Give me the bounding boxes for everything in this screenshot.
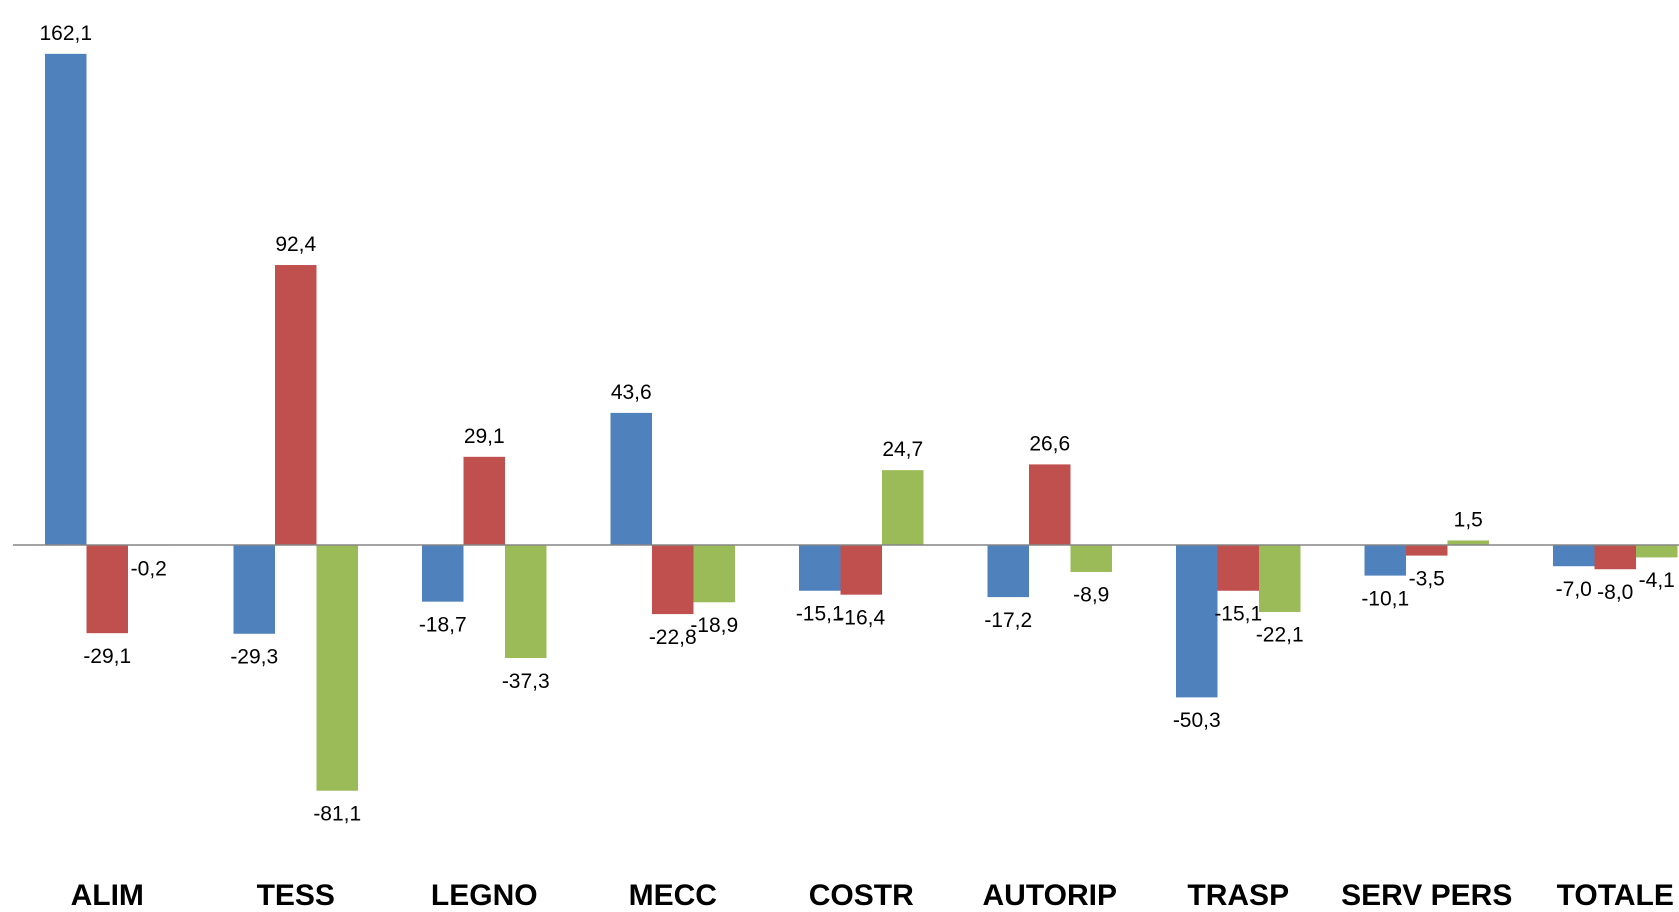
bar-legno-s2 <box>463 456 505 545</box>
data-labels-group: 162,1 -29,1 -0,2 -29,3 92,4 -81,1 -18,7 29,1 -37… <box>39 22 1674 826</box>
category-label-autorip: AUTORIP <box>983 879 1117 912</box>
bar-mecc-s3 <box>693 545 735 603</box>
bar-totale-s1 <box>1553 545 1595 567</box>
category-label-alim: ALIM <box>71 879 144 912</box>
bar-costr-s3 <box>882 470 924 545</box>
data-label-costr-s3: 24,7 <box>882 438 923 461</box>
bar-mecc-s1 <box>610 412 652 545</box>
bar-mecc-s2 <box>652 545 694 615</box>
category-label-costr: COSTR <box>809 879 914 912</box>
bar-trasp-s2 <box>1217 545 1259 591</box>
data-label-autorip-s3: -8,9 <box>1073 584 1109 607</box>
data-label-alim-s2: -29,1 <box>83 645 131 668</box>
data-label-trasp-s3: -22,1 <box>1256 624 1304 647</box>
bar-autorip-s2 <box>1029 464 1071 545</box>
data-label-totale-s2: -8,0 <box>1597 581 1633 604</box>
bar-alim-s2 <box>86 545 128 634</box>
data-label-mecc-s2: -22,8 <box>649 626 697 649</box>
data-label-serv-pers-s2: -3,5 <box>1409 567 1445 590</box>
category-label-legno: LEGNO <box>431 879 538 912</box>
data-label-totale-s3: -4,1 <box>1639 569 1675 592</box>
bar-tess-s1 <box>233 545 275 634</box>
data-label-alim-s1: 162,1 <box>39 22 92 45</box>
bar-costr-s2 <box>840 545 882 595</box>
category-label-trasp: TRASP <box>1187 879 1289 912</box>
bar-serv-pers-s2 <box>1406 545 1448 556</box>
bar-tess-s2 <box>275 265 317 545</box>
bar-alim-s1 <box>45 53 87 545</box>
bar-serv-pers-s3 <box>1447 540 1489 545</box>
bar-totale-s3 <box>1636 545 1678 558</box>
data-label-serv-pers-s3: 1,5 <box>1454 508 1483 531</box>
bar-costr-s1 <box>799 545 841 591</box>
bar-tess-s3 <box>316 545 358 791</box>
data-label-tess-s2: 92,4 <box>275 233 316 256</box>
data-label-autorip-s1: -17,2 <box>984 609 1032 632</box>
data-label-legno-s3: -37,3 <box>502 670 550 693</box>
data-label-trasp-s1: -50,3 <box>1173 709 1221 732</box>
category-label-totale: TOTALE <box>1557 879 1674 912</box>
bar-trasp-s1 <box>1176 545 1218 698</box>
bar-legno-s3 <box>505 545 547 659</box>
bar-totale-s2 <box>1594 545 1636 570</box>
data-label-legno-s1: -18,7 <box>419 613 467 636</box>
bar-legno-s1 <box>422 545 464 602</box>
bar-autorip-s3 <box>1070 545 1112 572</box>
bars-group <box>45 53 1678 791</box>
data-label-costr-s2: -16,4 <box>837 606 885 629</box>
category-label-mecc: MECC <box>629 879 717 912</box>
data-label-alim-s3: -0,2 <box>131 557 167 580</box>
data-label-trasp-s2: -15,1 <box>1214 603 1262 626</box>
category-label-tess: TESS <box>257 879 335 912</box>
data-label-tess-s3: -81,1 <box>313 802 361 825</box>
category-labels-group: ALIM TESS LEGNO MECC COSTR AUTORIP TRASP SERV P… <box>71 879 1674 912</box>
data-label-legno-s2: 29,1 <box>464 425 505 448</box>
data-label-mecc-s3: -18,9 <box>690 614 738 637</box>
data-label-autorip-s2: 26,6 <box>1029 432 1070 455</box>
bar-serv-pers-s1 <box>1364 545 1406 576</box>
bar-trasp-s3 <box>1259 545 1301 612</box>
category-label-serv-pers: SERV PERS <box>1341 879 1512 912</box>
data-label-tess-s1: -29,3 <box>230 646 278 669</box>
data-label-costr-s1: -15,1 <box>796 603 844 626</box>
bar-autorip-s1 <box>987 545 1029 598</box>
data-label-totale-s1: -7,0 <box>1556 578 1592 601</box>
data-label-mecc-s1: 43,6 <box>611 381 652 404</box>
data-label-serv-pers-s1: -10,1 <box>1361 587 1409 610</box>
